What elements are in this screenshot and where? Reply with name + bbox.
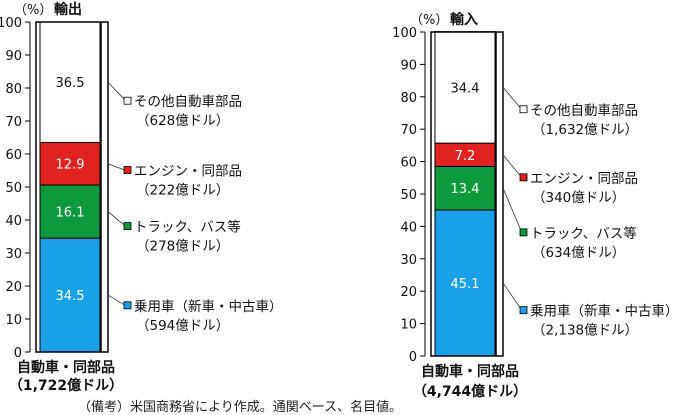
data-label: 36.5 [56, 76, 85, 91]
legend-marker [519, 228, 528, 237]
y-tick-label: 100 [0, 16, 22, 31]
legend-marker [123, 166, 132, 174]
axis-unit-label: （%） [14, 3, 52, 18]
legend-label: トラック、バス等 [530, 225, 637, 242]
y-tick-label: 50 [5, 181, 22, 196]
chart-title: 輸出 [54, 1, 82, 18]
leader-line [107, 294, 127, 307]
legend-label: その他自動車部品 [530, 103, 638, 119]
bar-segment [434, 209, 496, 357]
legend-label: トラック、バス等 [134, 219, 241, 236]
y-tick-label: 80 [400, 91, 417, 106]
y-tick-label: 80 [5, 82, 22, 97]
legend-amount: （594億ドル） [136, 318, 229, 334]
y-tick-label: 50 [400, 188, 417, 203]
category-label: 自動車・同部品 [17, 359, 115, 376]
chart-title: 輸入 [450, 11, 478, 28]
legend-label: 乗用車（新車・中古車） [530, 304, 679, 320]
y-tick-label: 0 [14, 346, 22, 361]
legend-amount: （2,138億ドル） [532, 323, 638, 339]
legend-marker [519, 173, 528, 182]
data-label: 16.1 [56, 206, 85, 221]
y-tick-label: 70 [5, 115, 22, 130]
legend-label: エンジン・同部品 [530, 171, 638, 187]
y-tick-label: 60 [5, 148, 22, 163]
data-label: 45.1 [451, 277, 480, 292]
legend-marker [123, 96, 132, 105]
legend-amount: （628億ドル） [136, 113, 229, 129]
legend-marker [123, 222, 132, 231]
category-label: 自動車・同部品 [421, 363, 519, 380]
legend-marker [519, 105, 528, 114]
bar-segment [434, 165, 496, 211]
legend-label: エンジン・同部品 [134, 164, 242, 180]
legend-amount: （278億ドル） [136, 239, 229, 255]
category-sublabel: （1,722億ドル） [9, 377, 123, 394]
legend-amount: （340億ドル） [532, 190, 625, 206]
bar-frame-outer [35, 21, 109, 353]
y-tick-label: 30 [5, 247, 22, 262]
data-label: 12.9 [56, 158, 85, 173]
leader-line [502, 87, 523, 111]
footnote: （備考）米国商務省により作成。通関ベース、名目値。 [78, 400, 403, 415]
y-tick-label: 10 [5, 313, 22, 328]
leader-line [107, 211, 127, 227]
data-label: 13.4 [451, 182, 480, 197]
leader-line [502, 188, 523, 234]
y-tick-label: 10 [400, 318, 417, 333]
bar-frame-outer [430, 31, 504, 357]
axis-unit-label: （%） [410, 13, 448, 28]
data-label: 34.4 [451, 81, 480, 96]
y-tick-label: 40 [400, 220, 417, 235]
legend-marker [519, 306, 528, 315]
legend-amount: （1,632億ドル） [532, 122, 638, 138]
y-tick-label: 30 [400, 253, 417, 268]
y-tick-label: 90 [5, 49, 22, 64]
bar-segment [434, 31, 496, 144]
leader-line [502, 282, 523, 311]
y-tick-label: 90 [400, 58, 417, 73]
legend-amount: （634億ドル） [532, 245, 625, 261]
category-sublabel: （4,744億ドル） [413, 383, 527, 400]
data-label: 34.5 [56, 289, 85, 304]
legend-amount: （222億ドル） [136, 183, 229, 199]
y-tick-label: 100 [392, 26, 417, 41]
legend-label: その他自動車部品 [134, 94, 242, 110]
legend-marker [123, 301, 132, 310]
legend-label: 乗用車（新車・中古車） [134, 299, 283, 315]
y-tick-label: 60 [400, 156, 417, 171]
y-tick-label: 20 [5, 280, 22, 295]
leader-line [107, 163, 127, 171]
y-tick-label: 20 [400, 285, 417, 300]
leader-line [502, 154, 523, 179]
y-tick-label: 40 [5, 214, 22, 229]
data-label: 7.2 [455, 149, 476, 164]
y-tick-label: 70 [400, 123, 417, 138]
leader-line [107, 81, 127, 102]
y-tick-label: 0 [409, 350, 417, 365]
